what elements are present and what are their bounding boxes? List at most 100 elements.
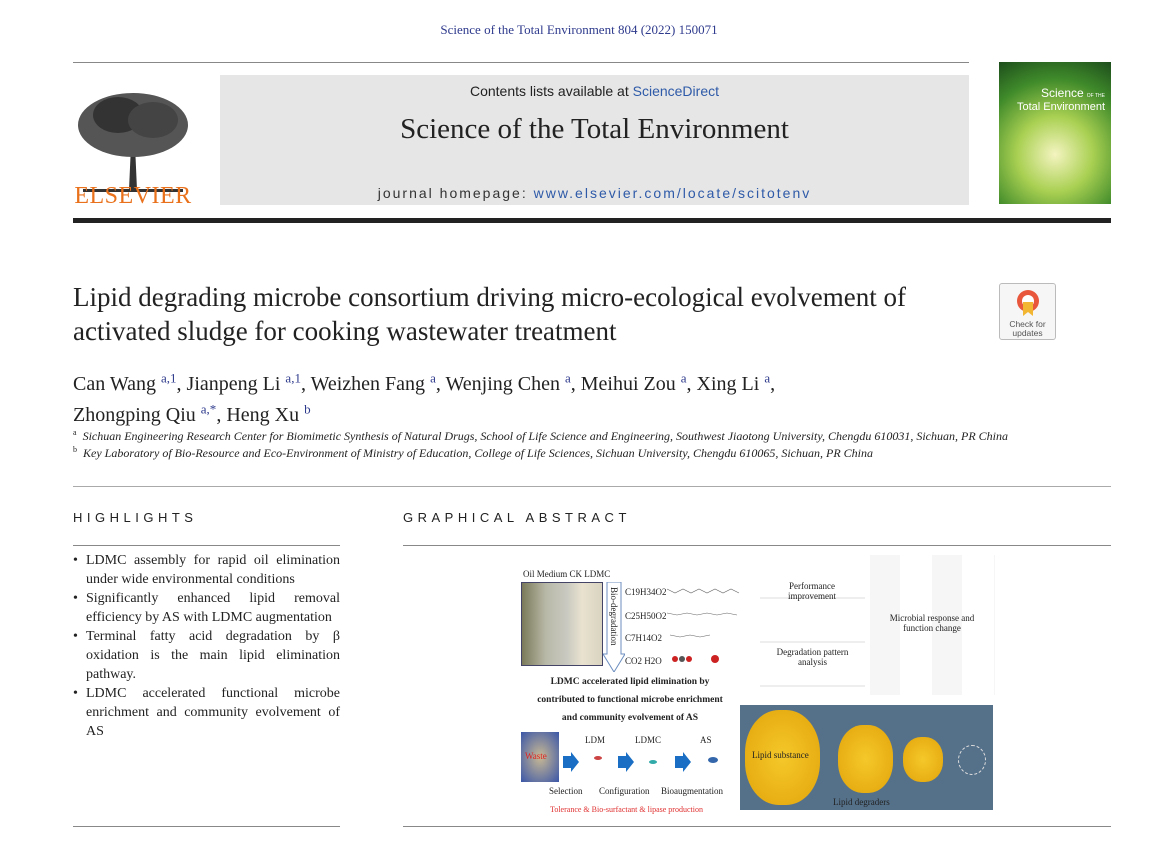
author-list: Can Wang a,1, Jianpeng Li a,1, Weizhen F… (73, 365, 1073, 428)
arrow-down-icon (603, 582, 625, 672)
homepage-link[interactable]: www.elsevier.com/locate/scitotenv (533, 185, 812, 201)
highlights-heading: HIGHLIGHTS (73, 510, 198, 525)
journal-reference[interactable]: Science of the Total Environment 804 (20… (440, 22, 718, 37)
author-affiliation-marker[interactable]: a,1 (161, 370, 177, 385)
divider (73, 826, 340, 827)
author-affiliation-marker[interactable]: a (564, 370, 571, 385)
step-bioaugmentation: Bioaugmentation (661, 786, 723, 796)
elsevier-tree-logo (78, 93, 188, 192)
author-affiliation-marker[interactable]: a,* (200, 401, 217, 417)
formula: C19H34O2 (625, 587, 667, 597)
divider (403, 545, 1111, 546)
author[interactable]: Can Wang a,1, (73, 370, 187, 395)
author-name: Can Wang (73, 372, 157, 395)
divider (403, 826, 1111, 827)
author-name: Xing Li (696, 372, 760, 395)
lipid-blob (838, 725, 893, 793)
aff-text: Sichuan Engineering Research Center for … (82, 429, 1008, 443)
masthead-rule (73, 218, 1111, 223)
caption-line: and community evolvement of AS (561, 713, 699, 723)
author-affiliation-marker[interactable]: b (304, 401, 311, 417)
highlight-item: Significantly enhanced lipid removal eff… (73, 589, 340, 627)
author[interactable]: Wenjing Chen a, (445, 370, 581, 395)
author[interactable]: Meihui Zou a, (580, 370, 697, 395)
author-name: Wenjing Chen (445, 372, 560, 395)
author[interactable]: Zhongping Qiu a,*, (73, 401, 227, 427)
highlights-list: LDMC assembly for rapid oil elimination … (73, 551, 340, 741)
author-affiliation-marker[interactable]: a (764, 370, 771, 385)
homepage-line: journal homepage: www.elsevier.com/locat… (220, 185, 969, 201)
step-configuration: Configuration (599, 786, 650, 796)
microbe-cluster (958, 745, 986, 775)
ldm-label: LDM (585, 735, 605, 745)
graphical-abstract-heading: GRAPHICAL ABSTRACT (403, 510, 631, 525)
journal-title: Science of the Total Environment (400, 113, 789, 145)
contents-line: Contents lists available at ScienceDirec… (220, 83, 969, 99)
caption-line: contributed to functional microbe enrich… (537, 695, 723, 705)
affiliation-b: b Key Laboratory of Bio-Resource and Eco-… (73, 445, 1123, 461)
graphical-abstract-figure: Oil Medium CK LDMC Bio-degradation C19H3… (515, 555, 995, 815)
waste-photo (521, 732, 559, 782)
flow-arrows (563, 752, 718, 772)
author-name: Jianpeng Li (186, 372, 281, 395)
author[interactable]: Heng Xu b (226, 401, 311, 427)
aff-marker: a (73, 428, 77, 437)
formula: C25H50O2 (625, 611, 667, 621)
author-affiliation-marker[interactable]: a,1 (285, 370, 301, 385)
performance-label: Performance improvement (788, 581, 836, 601)
biodegradation-label: Bio-degradation (609, 587, 619, 646)
sludge-illustration: Lipid substance Lipid degraders (740, 705, 993, 810)
author[interactable]: Jianpeng Li a,1, (186, 370, 311, 395)
caption-line: LDMC accelerated lipid elimination by (550, 677, 710, 687)
cover-title-1: Science (1040, 86, 1084, 100)
microbial-label: Microbial response and function change (889, 613, 975, 633)
as-label: AS (700, 735, 712, 745)
check-for-updates-button[interactable]: Check for updates (999, 283, 1056, 340)
highlight-item: LDMC accelerated functional microbe enri… (73, 684, 340, 741)
lipid-blob (745, 710, 820, 805)
ldmc-label: LDMC (635, 735, 662, 745)
contents-prefix: Contents lists available at (469, 83, 633, 99)
aff-marker: b (73, 445, 77, 454)
check-line1: Check for (1009, 319, 1046, 329)
check-line2: updates (1012, 328, 1043, 338)
author-affiliation-marker[interactable]: a (430, 370, 436, 385)
highlight-item: LDMC assembly for rapid oil elimination … (73, 551, 340, 589)
author[interactable]: Xing Li a, (696, 370, 776, 395)
journal-cover[interactable]: Science OF THE Total Environment (999, 62, 1111, 204)
performance-charts (760, 555, 865, 695)
lipid-substance-label: Lipid substance (752, 750, 809, 760)
aff-text: Key Laboratory of Bio-Resource and Eco-E… (83, 446, 873, 460)
lipid-degraders-label: Lipid degraders (833, 797, 890, 807)
author[interactable]: Weizhen Fang a, (310, 370, 446, 395)
author-name: Weizhen Fang (310, 372, 426, 395)
author-name: Heng Xu (226, 404, 300, 427)
test-tube-photo (521, 582, 603, 666)
degradation-label: Degradation pattern analysis (776, 647, 849, 667)
cover-of: OF THE (1086, 93, 1105, 99)
journal-masthead: Contents lists available at ScienceDirec… (220, 75, 969, 205)
homepage-prefix: journal homepage: (377, 185, 534, 201)
publisher-logo-text: ELSEVIER (74, 183, 192, 209)
sciencedirect-link[interactable]: ScienceDirect (632, 83, 719, 99)
formula: C7H14O2 (625, 633, 663, 643)
author-name: Meihui Zou (580, 372, 676, 395)
step-selection: Selection (549, 786, 583, 796)
molecule-structures (666, 588, 740, 663)
microbial-charts (870, 555, 995, 695)
tube-labels: Oil Medium CK LDMC (523, 569, 611, 579)
formula: CO2 H2O (625, 656, 662, 666)
author-affiliation-marker[interactable]: a (680, 370, 687, 385)
author-name: Zhongping Qiu (73, 404, 196, 427)
highlight-item: Terminal fatty acid degradation by β oxi… (73, 627, 340, 684)
divider (73, 545, 340, 546)
ga-footer: Tolerance & Bio-surfactant & lipase prod… (550, 805, 703, 814)
waste-label: Waste (525, 751, 547, 761)
lipid-blob (903, 737, 943, 782)
ga-caption: LDMC accelerated lipid elimination by con… (515, 673, 745, 727)
cover-title-2: Total Environment (1016, 101, 1105, 113)
bookmark-icon (1016, 290, 1039, 316)
affiliation-a: a Sichuan Engineering Research Center for… (73, 428, 1123, 444)
article-title: Lipid degrading microbe consortium drivi… (73, 282, 907, 346)
divider (73, 62, 969, 63)
